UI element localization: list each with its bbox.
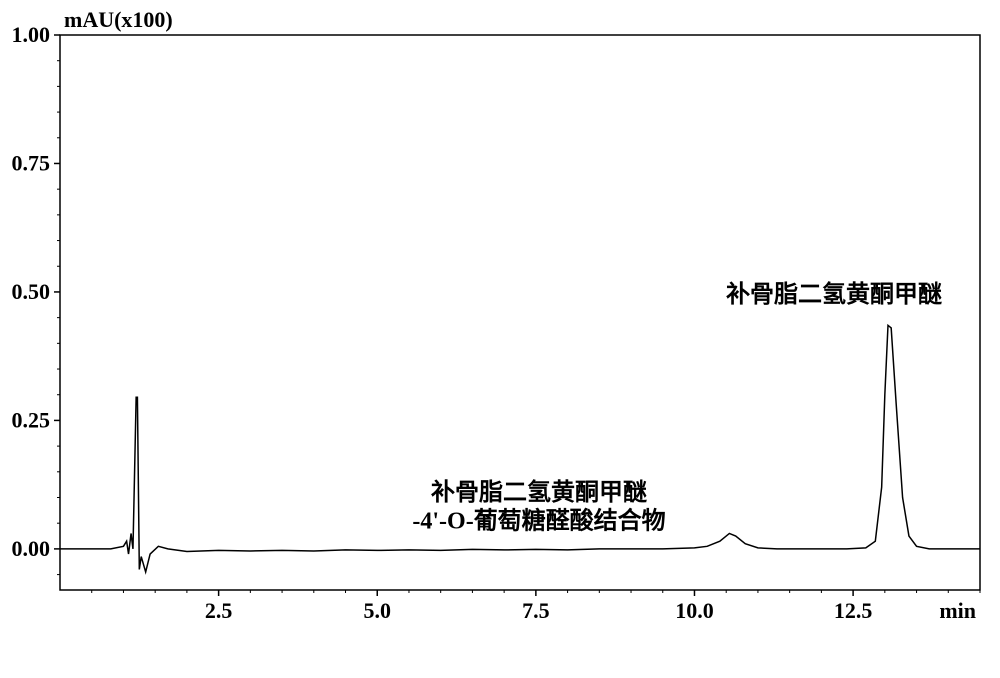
- y-axis: 0.00 0.25 0.50 0.75 1.00: [12, 22, 61, 575]
- peak2-label: 补骨脂二氢黄酮甲醚: [726, 280, 942, 308]
- ytick-label: 0.75: [12, 150, 51, 175]
- xtick-label: 7.5: [522, 598, 550, 623]
- ytick-label: 1.00: [12, 22, 51, 47]
- plot-border: [60, 35, 980, 590]
- x-axis: 2.5 5.0 7.5 10.0 12.5: [92, 590, 980, 623]
- chromatogram-chart: 0.00 0.25 0.50 0.75 1.00 2.5 5.0 7.5 10.0 12.5 补…: [0, 0, 1000, 678]
- xtick-label: 10.0: [675, 598, 714, 623]
- ytick-label: 0.50: [12, 279, 51, 304]
- peak1-label-line1: 补骨脂二氢黄酮甲醚: [431, 478, 647, 506]
- xtick-label: 5.0: [363, 598, 391, 623]
- y-axis-label: mAU(x100): [64, 7, 173, 32]
- peak1-label-line2: -4'-O-葡萄糖醛酸结合物: [412, 506, 665, 534]
- ytick-label: 0.00: [12, 536, 51, 561]
- xtick-label: 2.5: [205, 598, 233, 623]
- xtick-label: 12.5: [834, 598, 873, 623]
- x-axis-label: min: [939, 598, 976, 623]
- ytick-label: 0.25: [12, 407, 51, 432]
